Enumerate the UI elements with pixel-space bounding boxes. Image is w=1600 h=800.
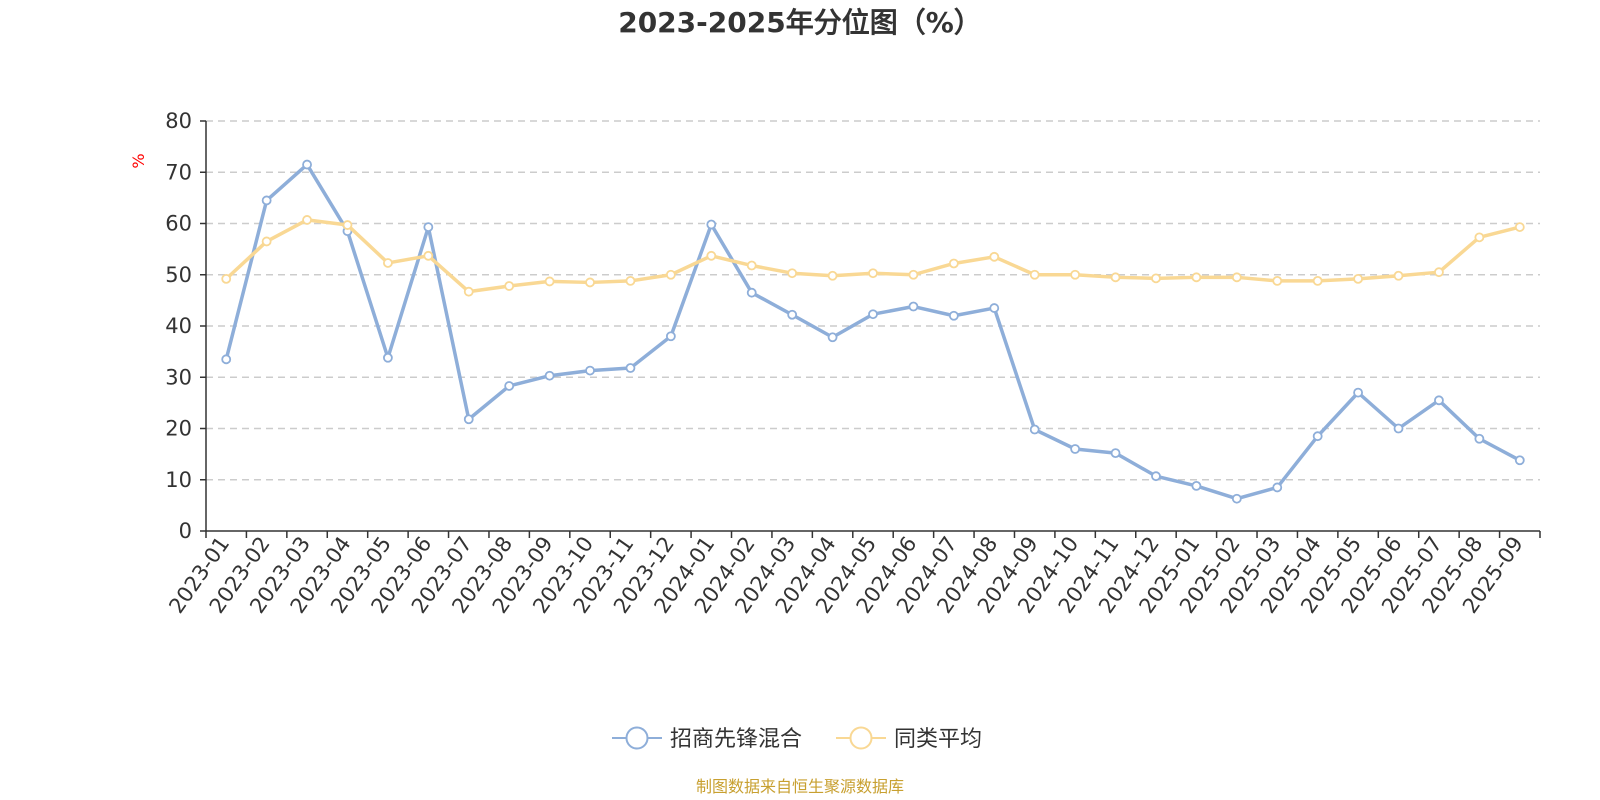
data-point[interactable] <box>261 195 272 206</box>
data-point[interactable] <box>302 159 312 170</box>
data-point[interactable] <box>787 309 798 320</box>
data-point[interactable] <box>868 309 878 320</box>
data-point[interactable] <box>1312 431 1323 442</box>
data-point[interactable] <box>1393 423 1404 434</box>
data-point[interactable] <box>1514 222 1525 232</box>
data-point[interactable] <box>1231 272 1242 283</box>
data-point[interactable] <box>423 222 434 232</box>
data-point[interactable] <box>463 286 474 297</box>
data-point[interactable] <box>221 354 232 365</box>
y-tick-label: 30 <box>165 365 192 389</box>
data-point[interactable] <box>1110 272 1121 283</box>
data-point[interactable] <box>706 250 717 261</box>
axis-layer: 010203040506070802023-012023-022023-0320… <box>164 109 1541 618</box>
y-tick-label: 50 <box>165 263 192 287</box>
data-point[interactable] <box>665 331 676 342</box>
data-point[interactable] <box>746 287 757 298</box>
data-point[interactable] <box>302 215 312 225</box>
data-point[interactable] <box>827 332 838 343</box>
data-point[interactable] <box>585 277 595 288</box>
data-point[interactable] <box>1353 273 1363 284</box>
data-point[interactable] <box>706 219 717 230</box>
source-note: 制图数据来自恒生聚源数据库 <box>696 777 904 796</box>
y-tick-label: 60 <box>165 212 192 236</box>
series-line <box>224 162 1521 501</box>
y-tick-label: 40 <box>165 314 192 338</box>
data-point[interactable] <box>342 220 353 230</box>
data-point[interactable] <box>1231 493 1242 504</box>
data-point[interactable] <box>383 258 393 268</box>
data-point[interactable] <box>1434 267 1444 278</box>
data-point[interactable] <box>908 269 919 280</box>
y-tick-label: 70 <box>165 160 192 184</box>
data-point[interactable] <box>1312 275 1323 286</box>
data-point[interactable] <box>1029 424 1040 435</box>
data-point[interactable] <box>1029 269 1040 280</box>
data-point[interactable] <box>504 381 515 391</box>
legend-label: 招商先锋混合 <box>670 727 802 752</box>
y-tick-label: 80 <box>165 109 192 133</box>
data-point[interactable] <box>1272 482 1283 493</box>
data-point[interactable] <box>544 276 555 287</box>
legend-marker-icon <box>849 726 873 750</box>
data-point[interactable] <box>585 365 595 376</box>
data-point[interactable] <box>908 301 919 312</box>
data-point[interactable] <box>1514 455 1525 466</box>
data-point[interactable] <box>989 303 1000 313</box>
data-point[interactable] <box>948 258 959 269</box>
data-point[interactable] <box>868 268 878 279</box>
series-2 <box>221 215 1525 297</box>
y-axis-unit-label: % <box>129 153 148 168</box>
data-point[interactable] <box>221 273 232 284</box>
data-point[interactable] <box>1434 395 1444 406</box>
data-point[interactable] <box>423 250 434 261</box>
data-point[interactable] <box>1272 275 1283 286</box>
series-line <box>225 218 1521 294</box>
data-point[interactable] <box>746 260 757 271</box>
legend-label: 同类平均 <box>894 727 982 752</box>
data-point[interactable] <box>504 281 515 291</box>
data-point[interactable] <box>1070 444 1081 454</box>
data-point[interactable] <box>625 275 636 286</box>
data-point[interactable] <box>1191 272 1202 283</box>
y-tick-label: 0 <box>179 519 192 543</box>
data-point[interactable] <box>787 268 798 279</box>
data-point[interactable] <box>948 310 959 321</box>
legend-item-1[interactable]: 招商先锋混合 <box>612 726 802 752</box>
data-point[interactable] <box>1474 232 1485 243</box>
data-point[interactable] <box>827 270 838 281</box>
data-point[interactable] <box>544 370 555 381</box>
series-layer <box>221 159 1525 504</box>
data-point[interactable] <box>625 363 636 373</box>
data-point[interactable] <box>1110 448 1121 459</box>
data-point[interactable] <box>989 251 1000 262</box>
series-1 <box>221 159 1525 504</box>
chart-title: 2023-2025年分位图（%） <box>618 6 982 39</box>
data-point[interactable] <box>1191 480 1202 491</box>
legend-item-2[interactable]: 同类平均 <box>836 726 982 752</box>
data-point[interactable] <box>1151 471 1161 482</box>
legend[interactable]: 招商先锋混合 同类平均 <box>612 726 982 752</box>
data-point[interactable] <box>1070 269 1081 280</box>
data-point[interactable] <box>383 352 393 363</box>
data-point[interactable] <box>1393 270 1404 281</box>
data-point[interactable] <box>463 414 474 425</box>
data-point[interactable] <box>1151 273 1161 284</box>
data-point[interactable] <box>1353 387 1363 398</box>
data-point[interactable] <box>665 269 676 280</box>
y-tick-label: 10 <box>165 468 192 492</box>
data-point[interactable] <box>1474 433 1485 444</box>
y-tick-label: 20 <box>165 417 192 441</box>
legend-marker-icon <box>625 726 649 750</box>
data-point[interactable] <box>261 236 272 247</box>
